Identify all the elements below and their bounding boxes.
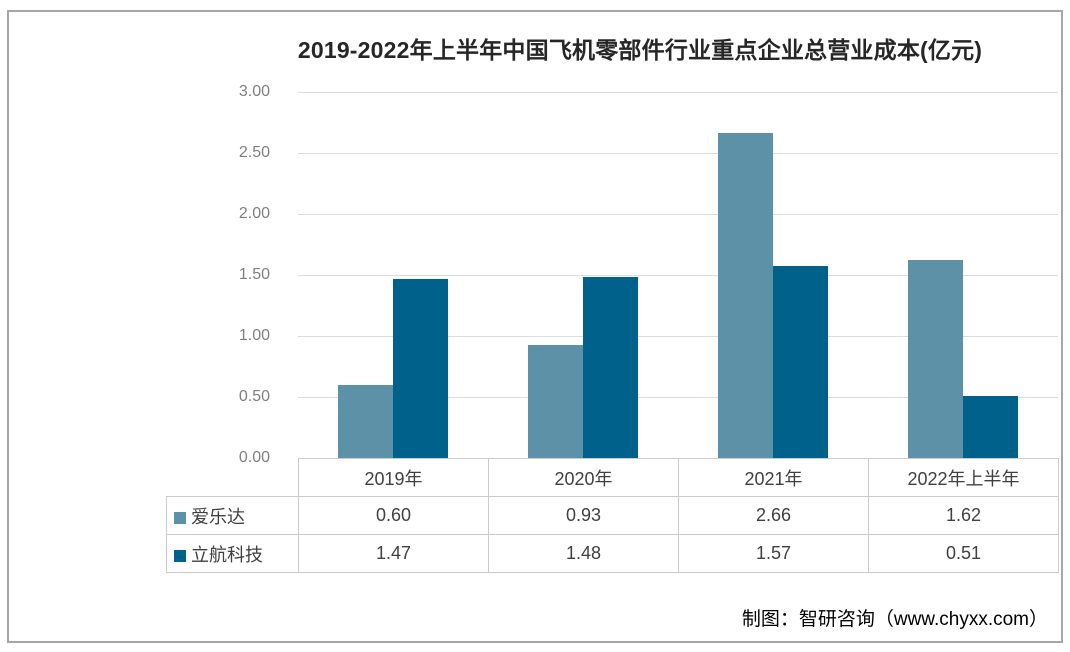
source-credit: 制图：智研咨询（www.chyxx.com） [741, 609, 1048, 630]
data-table: 2019年 2020年 2021年 2022年上半年 爱乐达 0.60 0.93… [166, 458, 1059, 573]
table-corner-cell [167, 459, 299, 497]
bar-series-2-category-1 [393, 279, 448, 458]
bar-series-1-category-2 [528, 345, 583, 458]
table-cell: 1.62 [868, 496, 1059, 535]
series-1-row: 爱乐达 0.60 0.93 2.66 1.62 [166, 496, 1059, 535]
y-axis-tick-label: 0.50 [238, 388, 270, 405]
y-axis-tick-label: 1.50 [238, 266, 270, 283]
bar-series-1-category-4 [908, 260, 963, 458]
bar-series-1-category-3 [718, 133, 773, 458]
category-header-row: 2019年 2020年 2021年 2022年上半年 [167, 458, 1059, 497]
gridline [298, 213, 1058, 215]
table-cell: 0.93 [488, 496, 679, 535]
y-axis-tick-label: 3.00 [238, 83, 270, 100]
table-cell: 0.60 [298, 496, 489, 535]
gridline [298, 396, 1058, 398]
column-header-2019: 2019年 [298, 458, 489, 497]
gridline [298, 91, 1058, 93]
bar-series-2-category-3 [773, 266, 828, 458]
table-cell: 2.66 [678, 496, 869, 535]
y-axis-tick-label: 2.50 [238, 144, 270, 161]
series-2-name: 立航科技 [191, 544, 263, 565]
bar-series-2-category-2 [583, 277, 638, 458]
y-axis-tick-label: 1.00 [238, 327, 270, 344]
gridline [298, 274, 1058, 276]
series-1-name: 爱乐达 [191, 506, 245, 527]
series-1-row-header: 爱乐达 [166, 496, 299, 535]
table-cell: 1.48 [488, 534, 679, 573]
column-header-2020: 2020年 [488, 458, 679, 497]
column-header-2022h1: 2022年上半年 [868, 458, 1059, 497]
plot-area: 3.00 2.50 2.00 1.50 1.00 0.50 0.00 [239, 83, 1058, 466]
gridline [298, 335, 1058, 337]
table-cell: 0.51 [868, 534, 1059, 573]
chart-title: 2019-2022年上半年中国飞机零部件行业重点企业总营业成本(亿元) [297, 37, 983, 63]
bar-series-2-category-4 [963, 396, 1018, 458]
series-2-row-header: 立航科技 [166, 534, 299, 573]
y-axis-tick-label: 2.00 [238, 205, 270, 222]
y-axis-tick-label: 0.00 [238, 449, 270, 466]
bar-series-1-category-1 [338, 385, 393, 458]
column-header-2021: 2021年 [678, 458, 869, 497]
gridline [298, 152, 1058, 154]
table-cell: 1.47 [298, 534, 489, 573]
series-1-legend-swatch-icon [174, 511, 186, 524]
table-cell: 1.57 [678, 534, 869, 573]
series-2-row: 立航科技 1.47 1.48 1.57 0.51 [166, 534, 1059, 573]
series-2-legend-swatch-icon [174, 549, 186, 562]
